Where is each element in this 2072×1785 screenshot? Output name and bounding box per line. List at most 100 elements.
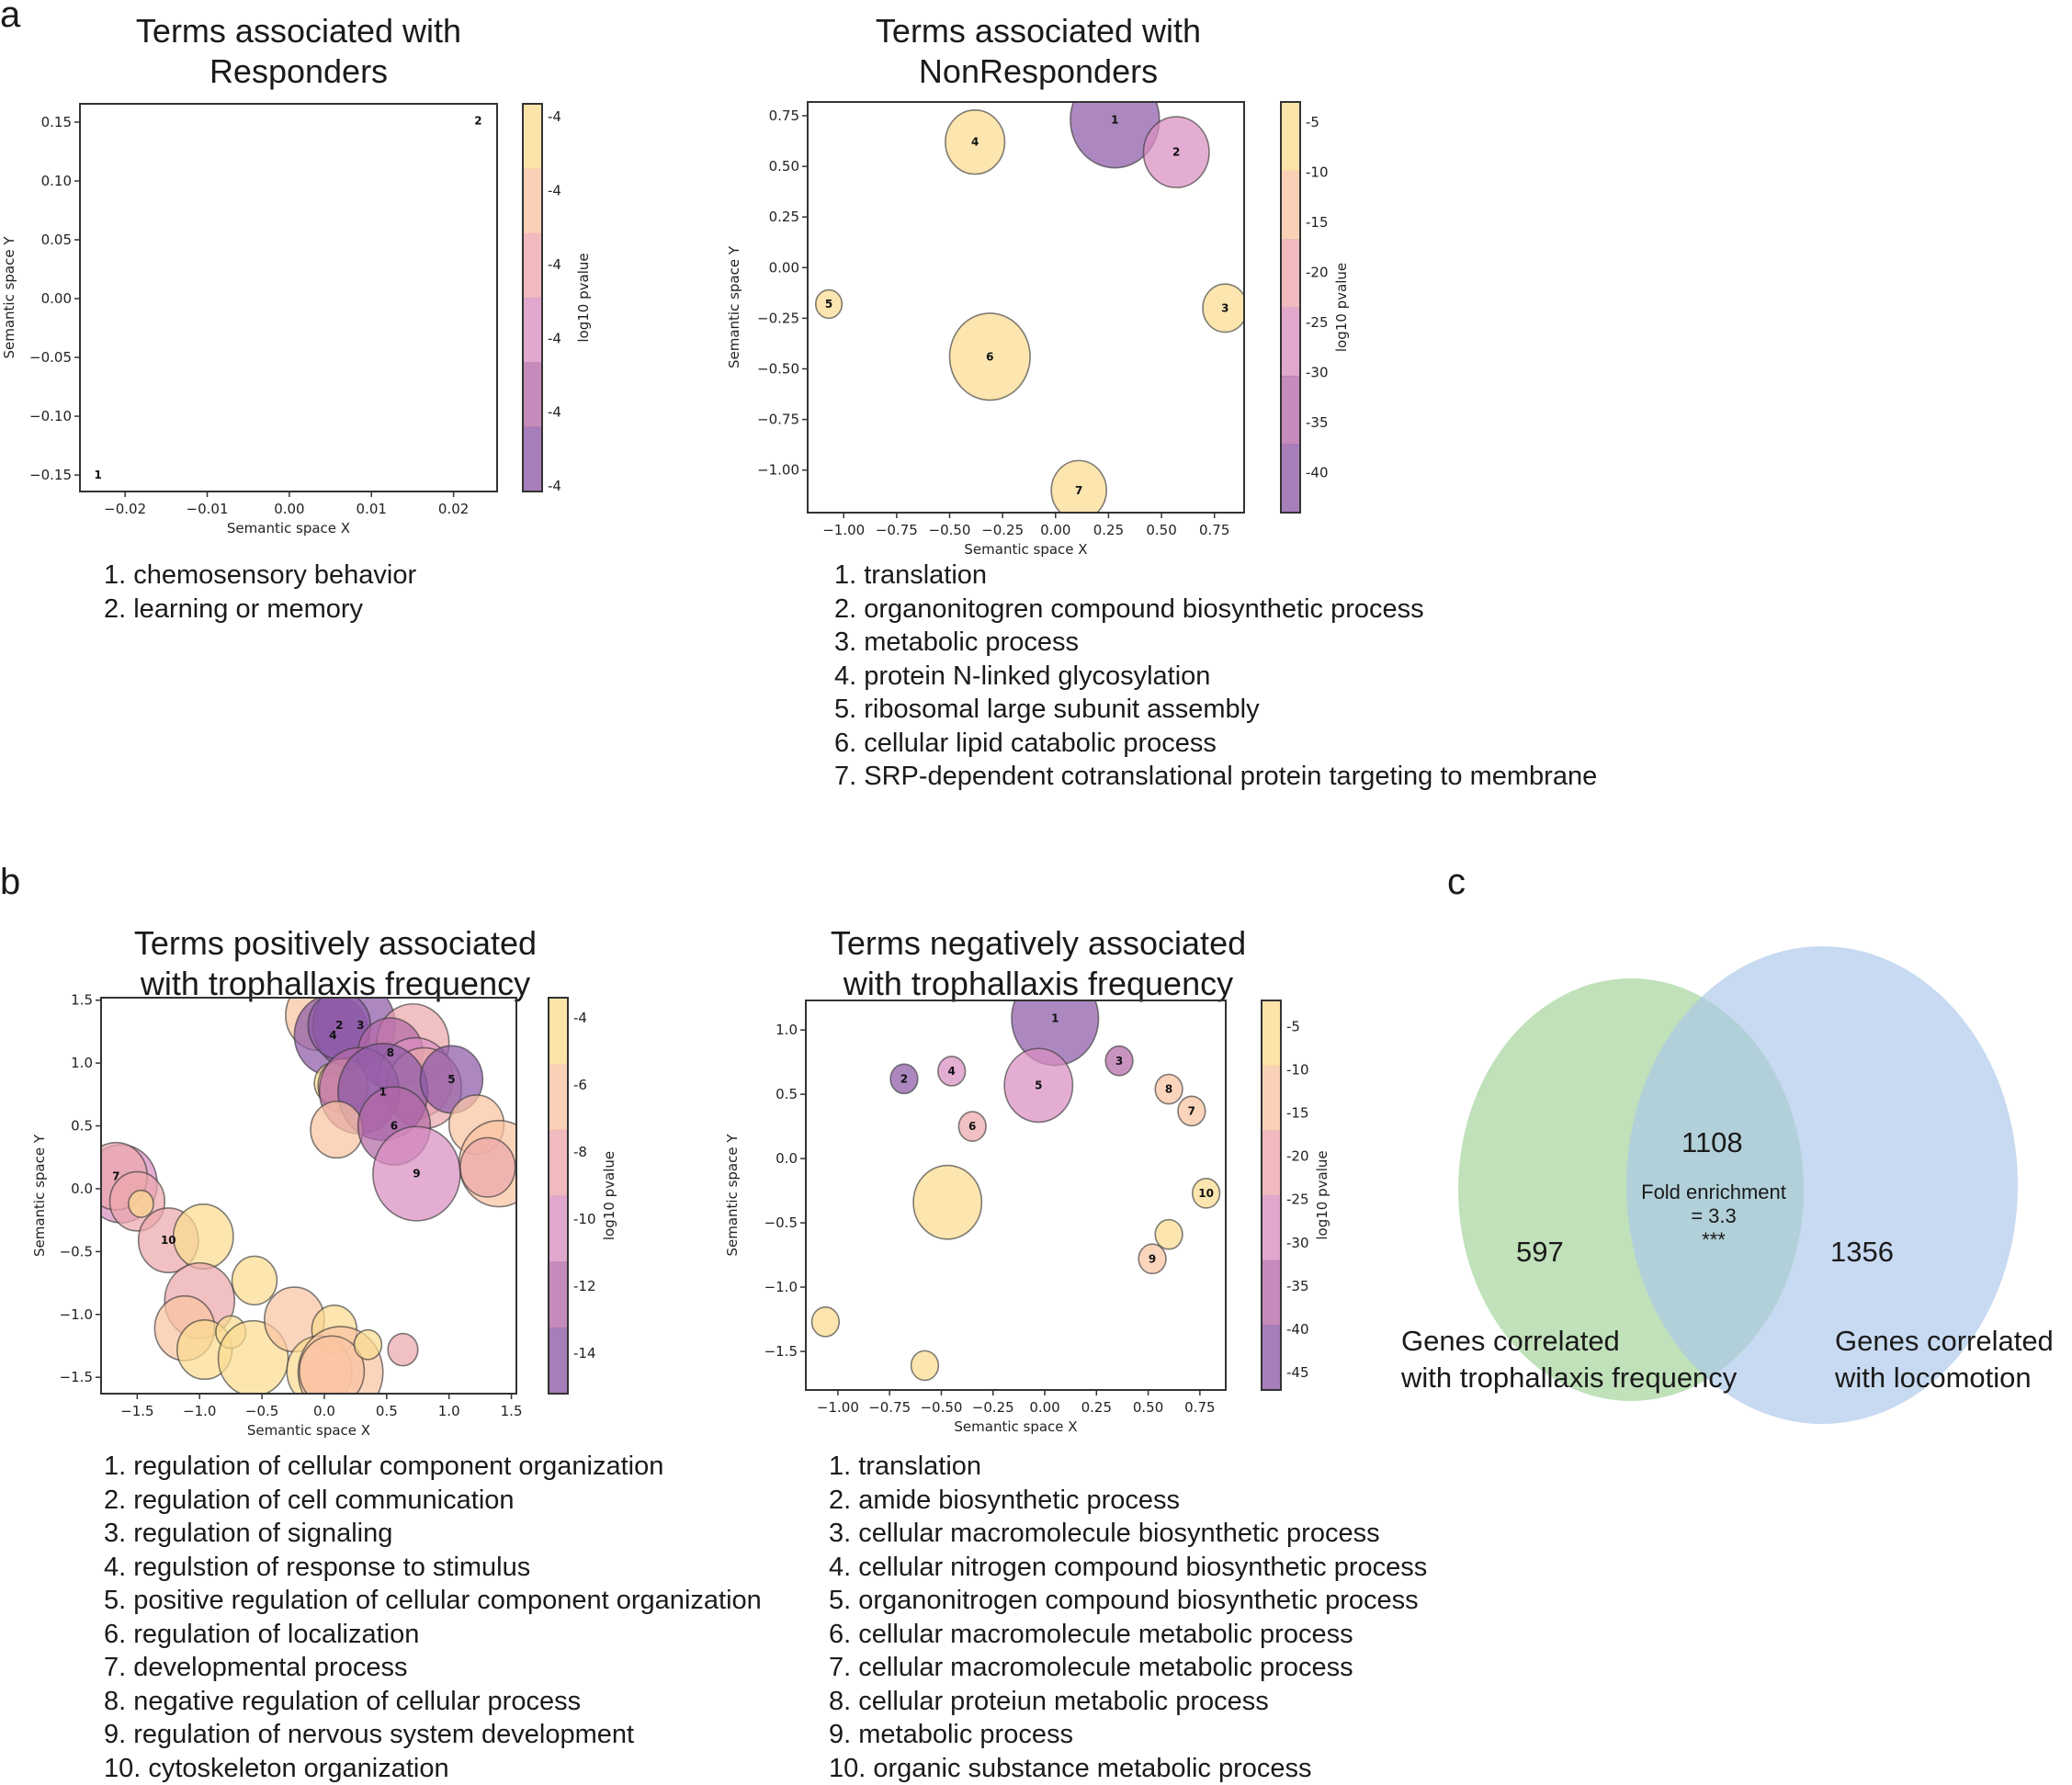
y-tick-label: −0.75 [757,412,799,428]
y-tick-label: 0.00 [769,259,799,276]
colorbar-band [549,1261,568,1327]
venn-label-line: Genes correlated [1835,1323,2054,1360]
bubble-label: 5 [447,1073,455,1086]
venn-only-locomotion-count: 1356 [1830,1236,1894,1269]
y-tick-label: 0.5 [776,1086,798,1102]
bubble-unlabeled [311,1102,363,1158]
venn-annotation: Fold enrichment = 3.3 *** [1617,1181,1810,1252]
colorbar-band [549,1196,568,1262]
venn-label-line: Genes correlated [1401,1323,1737,1360]
term-list-positive: 1. regulation of cellular component orga… [104,1450,762,1785]
x-tick-label: −0.50 [920,1399,962,1416]
y-tick-label: 0.15 [41,114,72,130]
bubble-label: 1 [379,1086,387,1099]
term-item: 9. metabolic process [829,1718,1427,1752]
colorbar-band [523,298,542,363]
colorbar-label: log10 pvalue [601,1151,617,1240]
colorbar-tick-label: -10 [1286,1061,1309,1078]
colorbar-tick-label: -12 [573,1278,596,1294]
colorbar-tick-label: -4 [573,1010,587,1026]
term-item: 2. regulation of cell communication [104,1484,762,1518]
colorbar-tick-label: -40 [1286,1321,1309,1338]
colorbar-band [1281,308,1300,377]
colorbar-band [549,998,568,1064]
term-item: 8. cellular proteiun metabolic process [829,1685,1427,1719]
term-item: 10. cytoskeleton organization [104,1752,762,1785]
bubble-label: 6 [968,1120,976,1133]
colorbar-tick-label: -4 [548,330,561,346]
bubble-unlabeled [812,1307,840,1337]
colorbar-band [1281,445,1300,514]
y-axis-label: Semantic space Y [1,236,17,359]
bubble-unlabeled [1155,1220,1183,1249]
x-tick-label: −0.02 [104,501,146,517]
x-tick-label: 0.5 [376,1403,398,1419]
y-tick-label: 0.5 [71,1118,93,1135]
term-item: 3. regulation of signaling [104,1517,762,1551]
bubble-label: 8 [387,1046,394,1059]
colorbar-tick-label: -45 [1286,1364,1309,1381]
venn-intersection-count: 1108 [1681,1126,1743,1159]
x-axis-label: Semantic space X [247,1422,370,1439]
bubble-label: 3 [1115,1055,1123,1068]
colorbar-label: log10 pvalue [575,253,592,342]
x-axis-label: Semantic space X [964,541,1087,558]
venn-label-line: with locomotion [1835,1360,2054,1396]
bubble-unlabeled [174,1204,233,1269]
bubble-label: 4 [948,1065,956,1078]
term-item: 5. organonitrogen compound biosynthetic … [829,1584,1427,1618]
term-item: 1. regulation of cellular component orga… [104,1450,762,1484]
bubble-label: 2 [474,115,481,128]
bubble-label: 5 [1035,1079,1042,1091]
y-tick-label: 0.10 [41,173,72,189]
bubble-unlabeled [388,1334,418,1366]
colorbar-band [549,1327,568,1394]
bubble-label: 2 [900,1072,908,1085]
term-item: 6. cellular lipid catabolic process [834,727,1597,761]
colorbar-tick-label: -15 [1286,1104,1309,1121]
y-tick-label: −1.0 [60,1306,93,1323]
colorbar-tick-label: -30 [1306,364,1329,380]
colorbar-tick-label: -4 [548,256,561,273]
term-item: 2. organonitogren compound biosynthetic … [834,593,1597,627]
term-item: 6. regulation of localization [104,1618,762,1652]
term-item: 8. negative regulation of cellular proce… [104,1685,762,1719]
term-item: 2. amide biosynthetic process [829,1484,1427,1518]
term-item: 6. cellular macromolecule metabolic proc… [829,1618,1427,1652]
colorbar-tick-label: -8 [573,1144,587,1160]
y-tick-label: −0.50 [757,361,799,378]
x-tick-label: 0.25 [1093,522,1124,538]
colorbar-band [523,362,542,427]
term-item: 4. regulstion of response to stimulus [104,1551,762,1585]
x-tick-label: −0.25 [981,522,1024,538]
bubble-label: 1 [94,469,101,481]
colorbar-tick-label: -5 [1306,114,1319,130]
bubble-label: 10 [1198,1187,1214,1200]
bubbles [812,972,1220,1381]
y-tick-label: 1.0 [776,1022,798,1038]
bubble-unlabeled [460,1137,515,1197]
x-axis-label: Semantic space X [227,520,350,537]
colorbar-band [1281,376,1300,445]
x-tick-label: 0.50 [1146,522,1176,538]
colorbar-tick-label: -25 [1306,314,1329,331]
bubble-unlabeled [232,1256,277,1305]
y-tick-label: 0.25 [769,209,799,225]
x-tick-label: −0.25 [972,1399,1014,1416]
y-tick-label: −0.15 [29,467,72,483]
bubble-label: 3 [357,1019,364,1032]
colorbar-tick-label: -4 [548,183,561,199]
colorbar-tick-label: -5 [1286,1018,1300,1034]
bubble-label: 2 [1172,146,1180,159]
y-tick-label: 0.0 [71,1181,93,1197]
x-tick-label: 0.01 [357,501,387,517]
colorbar-band [549,1064,568,1130]
y-axis-label: Semantic space Y [31,1134,48,1257]
term-item: 3. cellular macromolecule biosynthetic p… [829,1517,1427,1551]
x-tick-label: 1.0 [438,1403,460,1419]
